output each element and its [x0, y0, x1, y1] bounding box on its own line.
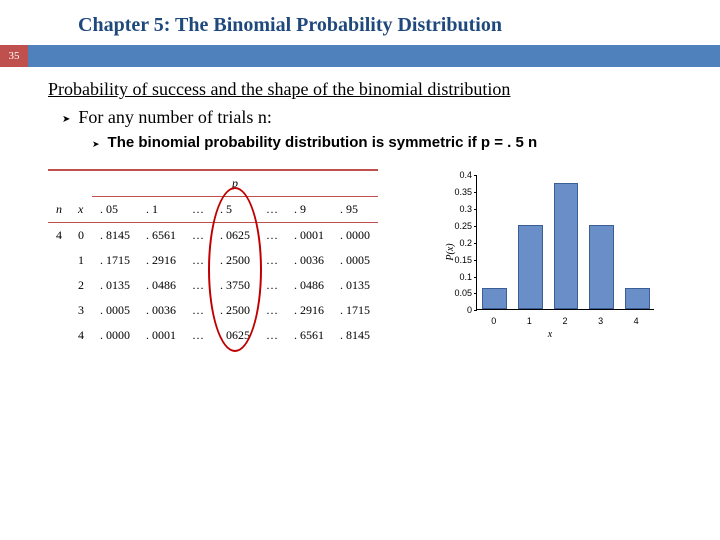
cell-p9: . 0001	[286, 223, 332, 249]
cell-p95: . 0005	[332, 248, 378, 273]
cell-e1: …	[184, 223, 212, 249]
cell-p05: . 0005	[92, 298, 138, 323]
cell-p95: . 8145	[332, 323, 378, 348]
cell-e2: …	[258, 223, 286, 249]
col-e2: …	[258, 197, 286, 223]
y-tick: 0.3	[440, 204, 476, 214]
y-tick: 0	[440, 305, 476, 315]
cell-n: 4	[48, 223, 70, 249]
cell-p05: . 0135	[92, 273, 138, 298]
cell-x: 1	[70, 248, 92, 273]
cell-e1: …	[184, 298, 212, 323]
cell-e1: …	[184, 248, 212, 273]
cell-p95: . 0135	[332, 273, 378, 298]
col-p95: . 95	[332, 197, 378, 223]
cell-p5: . 0625	[212, 223, 258, 249]
cell-p95: . 1715	[332, 298, 378, 323]
chart-wrapper: P(x) x 00.050.10.150.20.250.30.350.40123…	[430, 169, 680, 348]
bullet-level-2: ➤ The binomial probability distribution i…	[92, 134, 680, 151]
section-heading: Probability of success and the shape of …	[48, 77, 680, 101]
cell-p5: . 2500	[212, 298, 258, 323]
cell-e2: …	[258, 248, 286, 273]
cell-p5: . 3750	[212, 273, 258, 298]
cell-p1: . 2916	[138, 248, 184, 273]
bar	[589, 225, 614, 309]
bar-chart: P(x) x 00.050.10.150.20.250.30.350.40123…	[440, 169, 660, 334]
x-tick: 2	[562, 316, 567, 326]
bar	[554, 183, 579, 310]
cell-n	[48, 273, 70, 298]
col-p1: . 1	[138, 197, 184, 223]
col-p05: . 05	[92, 197, 138, 223]
cell-e2: …	[258, 298, 286, 323]
cell-x: 2	[70, 273, 92, 298]
header-band: 35	[0, 45, 720, 67]
cell-p05: . 1715	[92, 248, 138, 273]
cell-e2: …	[258, 323, 286, 348]
header-band-fill	[28, 45, 720, 67]
y-tick: 0.1	[440, 272, 476, 282]
cell-p9: . 0036	[286, 248, 332, 273]
bar	[518, 225, 543, 309]
cell-p1: . 0001	[138, 323, 184, 348]
cell-n	[48, 298, 70, 323]
y-tick: 0.2	[440, 238, 476, 248]
p-header: p	[92, 170, 378, 197]
cell-e1: …	[184, 323, 212, 348]
y-tick: 0.25	[440, 221, 476, 231]
col-e1: …	[184, 197, 212, 223]
bullet1-text: For any number of trials n:	[78, 107, 271, 127]
bar	[625, 288, 650, 309]
col-p9: . 9	[286, 197, 332, 223]
cell-e1: …	[184, 273, 212, 298]
cell-x: 0	[70, 223, 92, 249]
col-n: n	[48, 197, 70, 223]
cell-p9: . 6561	[286, 323, 332, 348]
cell-p1: . 6561	[138, 223, 184, 249]
probability-table: p n x . 05 . 1 … . 5 … . 9 . 95 40. 8145…	[48, 169, 378, 348]
y-tick: 0.4	[440, 170, 476, 180]
cell-p05: . 8145	[92, 223, 138, 249]
plot-area	[476, 175, 654, 310]
cell-x: 3	[70, 298, 92, 323]
cell-p9: . 0486	[286, 273, 332, 298]
slide-title: Chapter 5: The Binomial Probability Dist…	[0, 0, 720, 45]
cell-p5: . 2500	[212, 248, 258, 273]
bar	[482, 288, 507, 309]
content-area: Probability of success and the shape of …	[0, 67, 720, 348]
cell-n	[48, 248, 70, 273]
cell-p95: . 0000	[332, 223, 378, 249]
y-tick: 0.05	[440, 288, 476, 298]
x-axis-label: x	[548, 329, 552, 340]
cell-p9: . 2916	[286, 298, 332, 323]
col-x: x	[70, 197, 92, 223]
table-wrapper: p n x . 05 . 1 … . 5 … . 9 . 95 40. 8145…	[48, 169, 430, 348]
x-tick: 3	[598, 316, 603, 326]
col-p5: . 5	[212, 197, 258, 223]
cell-n	[48, 323, 70, 348]
cell-p1: . 0486	[138, 273, 184, 298]
page-number: 35	[0, 45, 28, 67]
x-tick: 1	[527, 316, 532, 326]
y-tick: 0.15	[440, 255, 476, 265]
cell-e2: …	[258, 273, 286, 298]
x-tick: 0	[491, 316, 496, 326]
cell-p05: . 0000	[92, 323, 138, 348]
chevron-right-icon: ➤	[62, 114, 70, 125]
bullet2-text: The binomial probability distribution is…	[108, 134, 538, 151]
chevron-right-icon: ➤	[92, 139, 100, 149]
bullet-level-1: ➤ For any number of trials n:	[62, 107, 680, 128]
cell-p1: . 0036	[138, 298, 184, 323]
x-tick: 4	[634, 316, 639, 326]
lower-row: p n x . 05 . 1 … . 5 … . 9 . 95 40. 8145…	[48, 169, 680, 348]
cell-p5: . 0625	[212, 323, 258, 348]
cell-x: 4	[70, 323, 92, 348]
y-tick: 0.35	[440, 187, 476, 197]
